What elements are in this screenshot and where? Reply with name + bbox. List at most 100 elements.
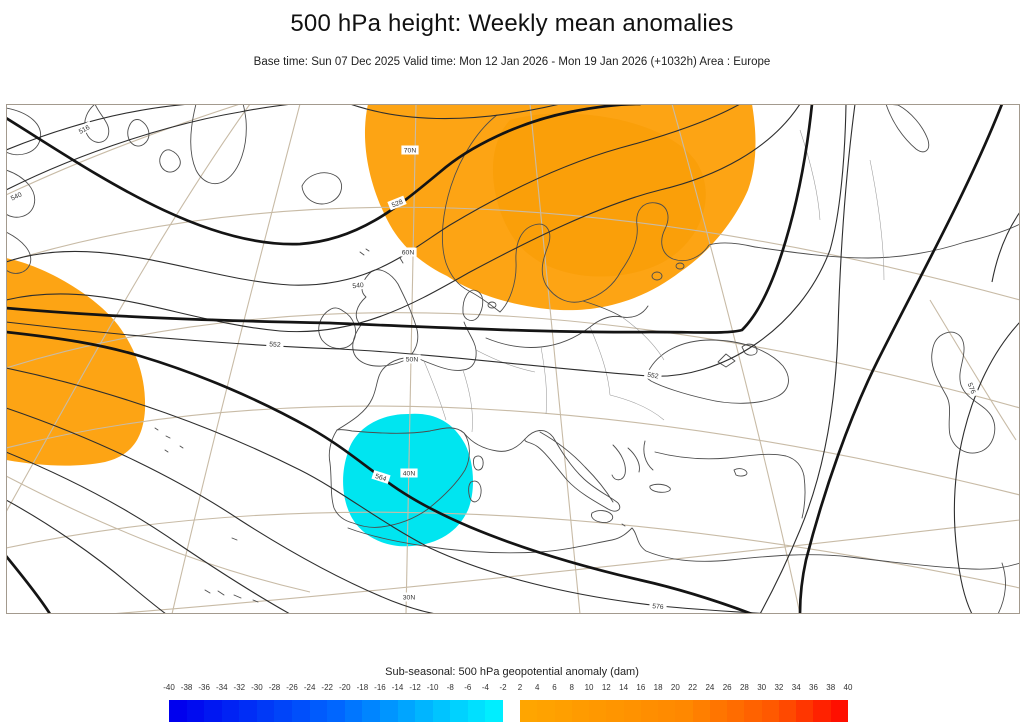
coast-madeira: [231, 537, 238, 541]
svg-text:70N: 70N: [404, 148, 417, 155]
colorbar-title: Sub-seasonal: 500 hPa geopotential anoma…: [385, 666, 639, 678]
chart-subtitle: Base time: Sun 07 Dec 2025 Valid time: M…: [253, 56, 771, 68]
colorbar-segment: [692, 700, 710, 722]
latitude-line: [7, 312, 1019, 409]
colorbar-segment: [554, 700, 572, 722]
colorbar-segment: [204, 700, 222, 722]
colorbar-segment: [362, 700, 380, 722]
coast-shetland: [399, 257, 404, 264]
colorbar-tick-label: 6: [552, 683, 557, 692]
contour-line: [7, 105, 800, 333]
colorbar-segment: [415, 700, 433, 722]
colorbar-positive: [520, 700, 848, 722]
colorbar-segment: [309, 700, 328, 722]
colorbar-tick-label: -20: [339, 683, 351, 692]
colorbar-segment: [571, 700, 589, 722]
colorbar-segment: [658, 700, 676, 722]
svg-text:576: 576: [652, 603, 664, 611]
coast-levant: [801, 475, 806, 519]
contour-line: [7, 407, 434, 613]
contour-line: [7, 367, 764, 613]
colorbar-tick-label: -40: [163, 683, 175, 692]
coast-canada: [7, 232, 32, 274]
coast-greenland: [190, 105, 247, 184]
colorbar-segment: [450, 700, 468, 722]
svg-text:576: 576: [966, 382, 977, 395]
colorbar-tick-label: -32: [233, 683, 246, 692]
coast-denmark: [462, 289, 484, 321]
colorbar-tick-label: 30: [757, 683, 767, 692]
colorbar-segment: [727, 700, 745, 722]
coast-arctic-russia: [754, 223, 1019, 259]
latitude-line: [7, 511, 1019, 589]
coast-crete: [649, 483, 671, 493]
coast-malta: [621, 523, 626, 527]
colorbar-segment: [813, 700, 831, 722]
colorbar-segment: [292, 700, 310, 722]
contour-line: [7, 105, 289, 191]
contour-line: [953, 322, 1019, 613]
colorbar-tick-label: 10: [584, 683, 594, 692]
colorbar-segment: [520, 700, 538, 722]
svg-text:564: 564: [374, 473, 387, 483]
colorbar-tick-label: -36: [198, 683, 210, 692]
colorbar-tick-label: -12: [409, 683, 421, 692]
coast-corsica: [472, 455, 484, 471]
meridian-line: [7, 105, 250, 512]
svg-text:516: 516: [78, 124, 91, 136]
colorbar-segment: [327, 700, 345, 722]
coast-iceland: [301, 172, 342, 205]
coast-greece: [611, 440, 654, 481]
country-border: [869, 159, 885, 281]
colorbar-tick-label: 12: [601, 683, 611, 692]
colorbar-tick-label: 40: [843, 683, 853, 692]
coast-scandinavia: [441, 114, 756, 313]
colorbar-tick-label: 14: [619, 683, 629, 692]
coast-crimea: [717, 353, 736, 368]
colorbar-segment: [640, 700, 658, 722]
contour-thin-layer: [7, 105, 1019, 613]
contour-label: 552: [266, 338, 284, 350]
map-labels-layer: 70N 60N 50N 40N 30N 516 540 528 540 552 552 564 576 5…: [7, 120, 980, 612]
coast-island: [84, 105, 110, 143]
colorbar-tick-label: -26: [286, 683, 298, 692]
colorbar-segment: [589, 700, 607, 722]
colorbar-segment: [606, 700, 624, 722]
colorbar-tick-label: 28: [739, 683, 749, 692]
lake-ladoga: [651, 271, 663, 281]
colorbar-negative: [169, 700, 503, 722]
graticule-label: 40N: [400, 468, 418, 478]
country-border: [589, 326, 611, 396]
colorbar-segment: [344, 700, 363, 722]
svg-text:540: 540: [352, 282, 364, 290]
coast-france-med: [463, 432, 526, 452]
colorbar-segment: [169, 700, 187, 722]
svg-text:528: 528: [391, 199, 404, 210]
map-panel: 70N 60N 50N 40N 30N 516 540 528 540 552 552 564 576 5…: [6, 104, 1020, 614]
coast-canada: [7, 169, 36, 218]
colorbar-segment: [623, 700, 641, 722]
contour-label: 576: [649, 600, 667, 612]
coast-sardinia: [468, 480, 482, 503]
contour-line: [7, 451, 290, 613]
colorbar-segment: [830, 700, 848, 722]
coast-red-sea: [997, 562, 1006, 613]
coast-nw-europe: [336, 321, 477, 431]
colorbar-segment: [485, 700, 503, 722]
coast-cyprus: [733, 468, 748, 477]
coast-azov: [741, 343, 758, 356]
colorbar-tick-label: 2: [517, 683, 523, 692]
coast-black-sea: [645, 339, 789, 404]
anomaly-map: 70N 60N 50N 40N 30N 516 540 528 540 552 552 564 576 5…: [7, 105, 1019, 613]
colorbar-tick-label: -14: [391, 683, 404, 692]
colorbar-segment: [761, 700, 779, 722]
coast-adriatic: [539, 431, 614, 503]
contour-line: [991, 212, 1019, 283]
colorbar-tick-label: 26: [722, 683, 732, 692]
coast-gulf-finland: [582, 300, 623, 318]
colorbar-tick-label: -4: [481, 683, 489, 692]
coast-turkey-south: [654, 451, 805, 477]
contour-label: 540: [7, 188, 26, 204]
colorbar-tick-label: -22: [321, 683, 333, 692]
colorbar-segment: [675, 700, 693, 722]
